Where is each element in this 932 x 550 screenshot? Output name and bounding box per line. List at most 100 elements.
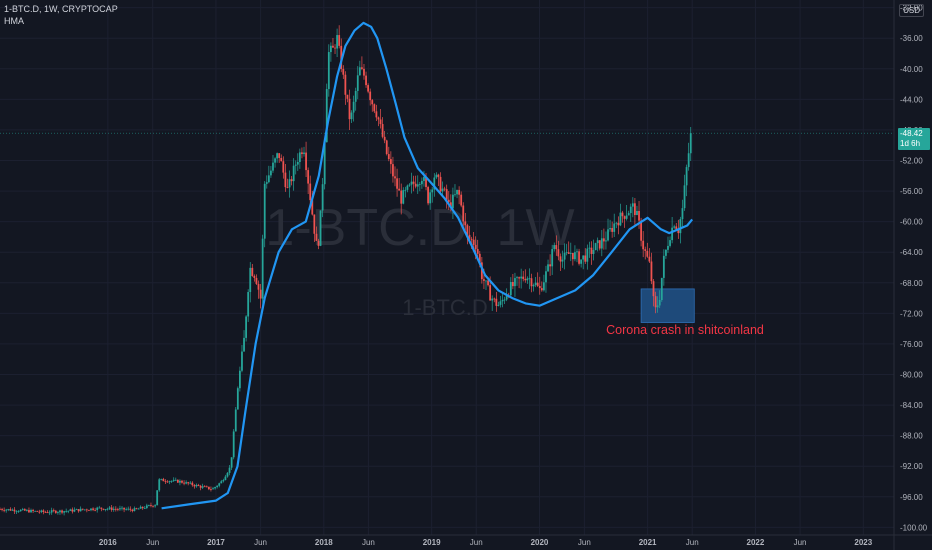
candle — [346, 94, 349, 103]
candle-body — [456, 189, 458, 195]
candle-body — [168, 481, 171, 483]
candle-body — [342, 68, 345, 75]
candle — [617, 216, 620, 235]
candle-body — [427, 187, 429, 204]
candle-body — [50, 510, 53, 513]
candle-body — [52, 510, 55, 512]
candle — [501, 292, 504, 308]
time-tick-label: Jun — [578, 538, 591, 547]
candle — [447, 191, 450, 210]
candle — [569, 242, 572, 262]
candle-body — [369, 91, 372, 101]
candle — [559, 253, 562, 272]
candle-body — [495, 298, 498, 306]
candle-body — [1, 509, 3, 510]
candle — [543, 274, 545, 292]
candle-body — [336, 35, 338, 49]
candle-body — [114, 508, 117, 510]
candle-body — [214, 487, 216, 489]
candle-body — [158, 479, 161, 491]
candle-body — [15, 511, 18, 513]
candle — [406, 184, 409, 193]
candle-body — [292, 165, 295, 182]
candle — [607, 218, 609, 242]
candle-body — [148, 505, 150, 506]
candle — [654, 291, 657, 314]
candle-body — [290, 179, 293, 182]
candle — [445, 184, 448, 209]
candle — [536, 272, 539, 287]
candle-body — [673, 226, 676, 228]
candle-body — [586, 248, 589, 262]
price-axis[interactable]: -32.00-36.00-40.00-44.00-48.00-52.00-56.… — [893, 0, 928, 550]
candle-body — [679, 219, 682, 234]
symbol-title[interactable]: 1-BTC.D, 1W, CRYPTOCAP — [4, 4, 118, 14]
candle-body — [396, 178, 398, 189]
candle-body — [25, 510, 28, 511]
time-tick-label: Jun — [146, 538, 159, 547]
candle-body — [381, 124, 384, 137]
candle-body — [21, 509, 24, 510]
time-tick-label: 2022 — [747, 538, 765, 547]
candle — [48, 510, 51, 516]
candle-body — [356, 75, 359, 91]
candle — [594, 242, 597, 251]
candle — [416, 175, 419, 194]
candle-body — [582, 255, 585, 260]
candle-body — [334, 47, 336, 49]
candle — [319, 210, 322, 247]
candle-body — [135, 508, 138, 510]
candle-body — [325, 89, 328, 143]
candle — [476, 239, 479, 259]
candle-body — [224, 476, 227, 481]
candle — [278, 153, 281, 163]
candle — [590, 241, 593, 265]
candle-body — [350, 112, 353, 120]
candle-body — [145, 505, 148, 508]
time-axis[interactable]: 2016 Jun 2017 Jun 2018 Jun 2019 Jun 2020 Jun 2021 J… — [0, 534, 932, 547]
annotation-box-layer — [640, 288, 695, 323]
candle-body — [437, 174, 440, 177]
candle — [23, 508, 26, 511]
candle-body — [371, 100, 374, 105]
candle-body — [309, 183, 312, 201]
candle-body — [681, 208, 684, 220]
candle — [301, 147, 303, 159]
candle-body — [119, 508, 121, 510]
candle — [650, 252, 653, 285]
candle — [259, 284, 262, 309]
candle — [185, 480, 188, 485]
candle — [547, 259, 549, 273]
candle — [222, 478, 225, 483]
candle-body — [270, 170, 272, 176]
candle — [106, 507, 109, 511]
candle-body — [272, 162, 274, 171]
indicator-label[interactable]: HMA — [4, 16, 24, 26]
candle-body — [9, 509, 12, 511]
candle — [344, 71, 347, 105]
candle — [375, 104, 378, 122]
candle-body — [621, 212, 624, 217]
candle — [247, 289, 250, 322]
price-tick-label: -64.00 — [900, 248, 923, 257]
candle-body — [83, 509, 86, 511]
candle-body — [85, 509, 88, 511]
candle — [671, 216, 674, 244]
candle-body — [187, 482, 190, 484]
candle-body — [46, 512, 49, 513]
candle-body — [154, 505, 157, 507]
candle — [623, 215, 626, 228]
candle-body — [505, 295, 508, 300]
candle — [565, 243, 568, 256]
candle — [656, 296, 659, 313]
candle — [307, 167, 310, 195]
currency-button[interactable]: USD — [899, 4, 924, 17]
time-tick-label: Jun — [254, 538, 267, 547]
candle-body — [557, 249, 560, 257]
candle — [232, 429, 235, 460]
candle-body — [574, 252, 576, 260]
candle — [313, 214, 316, 242]
candle-body — [526, 278, 529, 281]
candle-body — [377, 117, 380, 120]
